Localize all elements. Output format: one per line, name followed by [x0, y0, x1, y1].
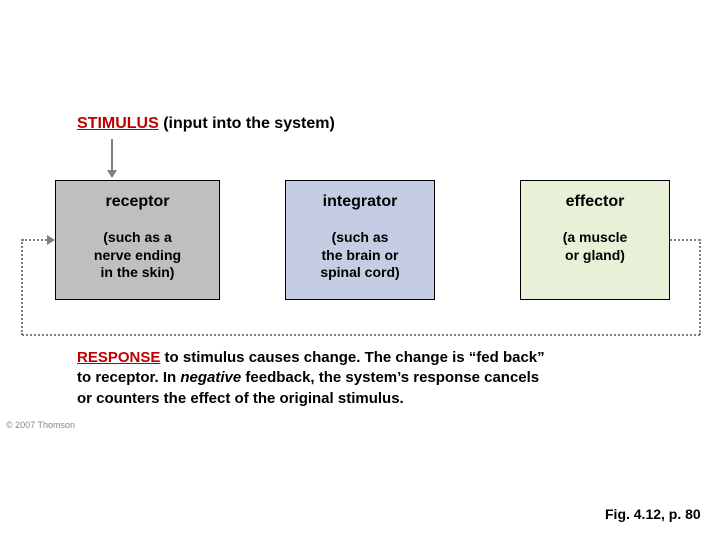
response-keyword: RESPONSE	[77, 349, 160, 366]
integrator-sub: (such as the brain or spinal cord)	[286, 229, 434, 282]
response-text: RESPONSE to stimulus causes change. The …	[77, 348, 667, 409]
feedback-seg-left-up	[21, 239, 23, 335]
feedback-seg-bottom	[22, 334, 700, 336]
stimulus-arrow	[111, 139, 113, 177]
receptor-box: receptor (such as a nerve ending in the …	[55, 180, 220, 300]
stimulus-label: STIMULUS (input into the system)	[77, 115, 335, 133]
response-line1: to stimulus causes change. The change is…	[160, 349, 544, 366]
response-line2b: feedback, the system’s response cancels	[241, 369, 539, 386]
stimulus-rest: (input into the system)	[159, 115, 335, 132]
effector-box: effector (a muscle or gland)	[520, 180, 670, 300]
integrator-title: integrator	[286, 193, 434, 211]
receptor-sub: (such as a nerve ending in the skin)	[56, 229, 219, 282]
feedback-seg-into-receptor	[22, 239, 50, 241]
response-line2a: to receptor. In	[77, 369, 180, 386]
feedback-seg-out-effector	[670, 239, 700, 241]
feedback-seg-right-down	[699, 239, 701, 335]
copyright: © 2007 Thomson	[6, 420, 75, 430]
response-line3: or counters the effect of the original s…	[77, 390, 404, 407]
integrator-box: integrator (such as the brain or spinal …	[285, 180, 435, 300]
stimulus-keyword: STIMULUS	[77, 115, 159, 132]
receptor-title: receptor	[56, 193, 219, 211]
effector-sub: (a muscle or gland)	[521, 229, 669, 264]
feedback-arrowhead	[47, 235, 55, 245]
figure-reference: Fig. 4.12, p. 80	[605, 506, 701, 522]
response-negative: negative	[180, 369, 241, 386]
effector-title: effector	[521, 193, 669, 211]
